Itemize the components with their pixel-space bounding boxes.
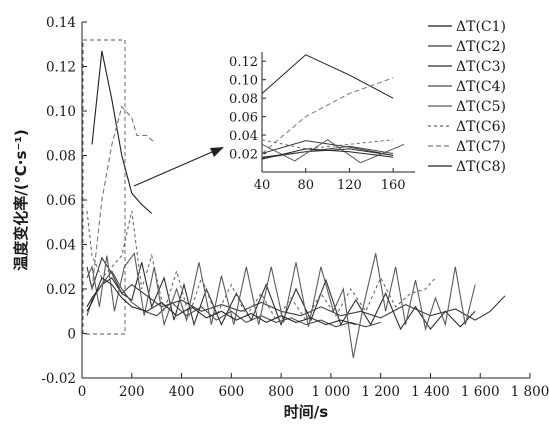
inset-x-tick-label: 120	[337, 178, 362, 193]
inset-series-line-c6	[261, 139, 394, 150]
series-group	[86, 50, 506, 359]
inset-x-tick-label: 80	[297, 178, 314, 193]
y-tick-label: 0.04	[46, 238, 76, 254]
inset-series-line-c5	[261, 139, 405, 164]
inset-y-ticks: 0.02 0.04 0.06 0.08 0.10 0.12	[229, 55, 266, 163]
series-line-c6	[86, 210, 436, 322]
x-tick-label: 1 000	[312, 384, 351, 400]
inset-y-tick-label: 0.12	[229, 55, 258, 70]
x-tick-label: 1 800	[511, 384, 549, 400]
series-line-c3	[86, 262, 476, 331]
inset-series-group	[261, 54, 405, 164]
y-axis-label: 温度变化率/(℃·s⁻¹)	[12, 129, 30, 270]
zoom-region-box	[82, 39, 126, 335]
x-tick-label: 1 400	[411, 384, 450, 400]
inset-series-line-c2	[261, 140, 394, 156]
y-tick-label: 0.10	[46, 104, 76, 120]
x-tick-label: 400	[169, 384, 195, 400]
legend: ΔT(C1) ΔT(C2) ΔT(C3) ΔT(C4) ΔT(C5) ΔT(C6) ΔT(C…	[428, 19, 506, 175]
y-tick-label: 0.12	[46, 60, 76, 76]
inset-x-ticks: 40 80 120 160	[254, 168, 406, 193]
y-tick-label: 0.14	[46, 15, 76, 31]
x-tick-label: 0	[78, 384, 87, 400]
inset-y-tick-label: 0.04	[229, 129, 258, 144]
legend-label-c3: ΔT(C3)	[456, 59, 506, 75]
inset-y-tick-label: 0.06	[229, 111, 258, 126]
inset-x-tick-label: 40	[254, 178, 271, 193]
y-tick-label: 0	[67, 327, 76, 343]
inset-series-line-c8	[261, 148, 394, 160]
inset-y-tick-label: 0.08	[229, 92, 258, 107]
inset-x-tick-label: 160	[381, 178, 406, 193]
series-line-c7	[91, 105, 155, 290]
legend-label-c4: ΔT(C4)	[456, 79, 506, 95]
legend-label-c5: ΔT(C5)	[456, 99, 506, 115]
x-tick-label: 1 600	[461, 384, 500, 400]
legend-label-c6: ΔT(C6)	[456, 119, 506, 135]
series-line-c4	[86, 270, 381, 328]
legend-label-c1: ΔT(C1)	[456, 19, 506, 35]
inset-y-tick-label: 0.02	[229, 148, 258, 163]
series-line-c5	[86, 252, 476, 359]
y-tick-label: 0.08	[46, 149, 76, 165]
x-tick-label: 200	[119, 384, 145, 400]
legend-label-c7: ΔT(C7)	[456, 139, 506, 155]
y-ticks: -0.02 0 0.02 0.04 0.06 0.08 0.10 0.12 0.14	[41, 15, 87, 387]
inset-series-line-c1	[261, 54, 394, 99]
inset-arrow	[133, 151, 213, 187]
inset-arrow-head	[210, 147, 224, 157]
x-tick-label: 800	[268, 384, 294, 400]
x-axis-label: 时间/s	[284, 403, 328, 421]
y-tick-label: 0.02	[46, 282, 76, 298]
inset-y-tick-label: 0.10	[229, 74, 258, 89]
legend-label-c8: ΔT(C8)	[456, 159, 506, 175]
series-line-c8	[86, 277, 356, 326]
inset-chart: 40 80 120 160 0.02 0.04 0.06 0.08 0.10 0.12	[229, 52, 415, 193]
x-tick-label: 600	[218, 384, 244, 400]
inset-series-line-c7	[261, 77, 394, 154]
legend-label-c2: ΔT(C2)	[456, 39, 506, 55]
y-tick-label: -0.02	[41, 371, 76, 387]
x-tick-label: 1 200	[361, 384, 400, 400]
series-line-c1	[91, 50, 153, 214]
x-ticks: 0 200 400 600 800 1 000 1 200 1 400 1 600 1 800	[78, 373, 549, 400]
y-tick-label: 0.06	[46, 193, 76, 209]
